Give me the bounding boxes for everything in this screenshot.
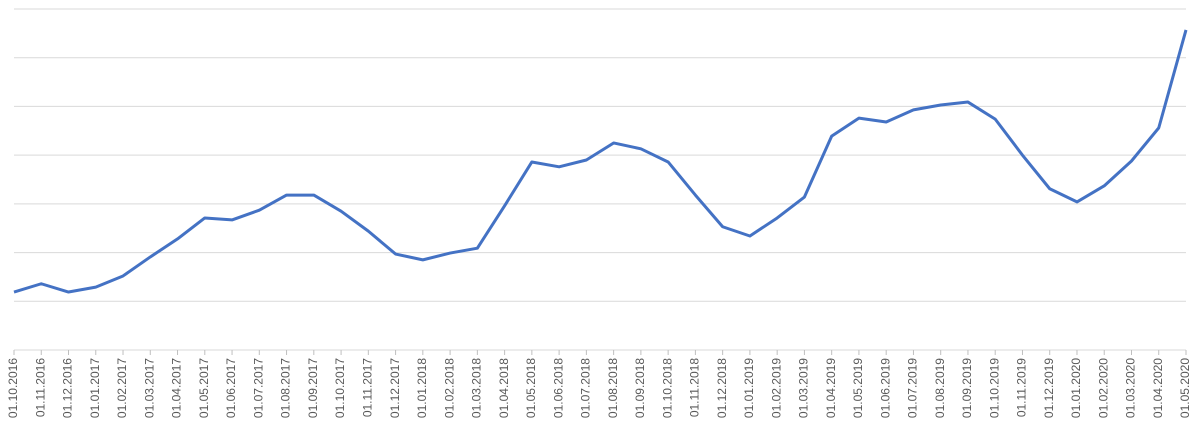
x-tick-label: 01.04.2017 [170, 358, 184, 418]
x-tick-label: 01.03.2018 [470, 358, 484, 418]
x-tick-label: 01.01.2020 [1069, 358, 1083, 418]
x-tick-label: 01.10.2017 [333, 358, 347, 418]
x-tick-label: 01.08.2017 [279, 358, 293, 418]
x-tick-label: 01.08.2018 [606, 358, 620, 418]
x-tick-label: 01.12.2017 [388, 358, 402, 418]
x-tick-label: 01.02.2020 [1096, 358, 1110, 418]
x-tick-label: 01.02.2017 [115, 358, 129, 418]
x-tick-label: 01.11.2016 [33, 358, 47, 417]
x-tick-label: 01.11.2018 [688, 358, 702, 417]
line [13, 29, 1188, 294]
x-tick-label: 01.10.2016 [6, 358, 20, 418]
x-tick-label: 01.11.2019 [1015, 358, 1029, 417]
x-tick-label: 01.12.2018 [715, 358, 729, 418]
x-tick-label: 01.08.2019 [933, 358, 947, 418]
x-tick-label: 01.10.2019 [987, 358, 1001, 418]
x-tick-label: 01.05.2018 [524, 358, 538, 418]
x-tick-label: 01.07.2017 [251, 358, 265, 418]
x-tick-label: 01.05.2017 [197, 358, 211, 418]
x-tick-label: 01.06.2017 [224, 358, 238, 418]
x-tick-label: 01.05.2020 [1178, 358, 1192, 418]
x-tick-label: 01.09.2019 [960, 358, 974, 418]
x-tick-label: 01.03.2019 [797, 358, 811, 418]
x-tick-label: 01.04.2020 [1151, 358, 1165, 418]
x-tick-label: 01.01.2018 [415, 358, 429, 418]
x-tick-label: 01.01.2019 [742, 358, 756, 418]
x-tick-label: 01.09.2018 [633, 358, 647, 418]
x-tick-label: 01.02.2018 [442, 358, 456, 418]
x-tick-label: 01.09.2017 [306, 358, 320, 418]
x-tick-label: 01.06.2019 [878, 358, 892, 418]
x-tick-label: 01.12.2019 [1042, 358, 1056, 418]
x-tick-label: 01.07.2018 [579, 358, 593, 418]
x-tick-label: 01.12.2016 [61, 358, 75, 418]
x-tick-label: 01.11.2017 [360, 358, 374, 417]
x-tick-label: 01.06.2018 [551, 358, 565, 418]
x-tick-label: 01.03.2017 [142, 358, 156, 418]
x-tick-label: 01.10.2018 [660, 358, 674, 418]
x-tick-label: 01.04.2018 [497, 358, 511, 418]
x-tick-label: 01.05.2019 [851, 358, 865, 418]
x-tick-label: 01.04.2019 [824, 358, 838, 418]
x-tick-label: 01.03.2020 [1124, 358, 1138, 418]
x-tick-label: 01.07.2019 [906, 358, 920, 418]
x-tick-label: 01.02.2019 [769, 358, 783, 418]
x-tick-label: 01.01.2017 [88, 358, 102, 418]
